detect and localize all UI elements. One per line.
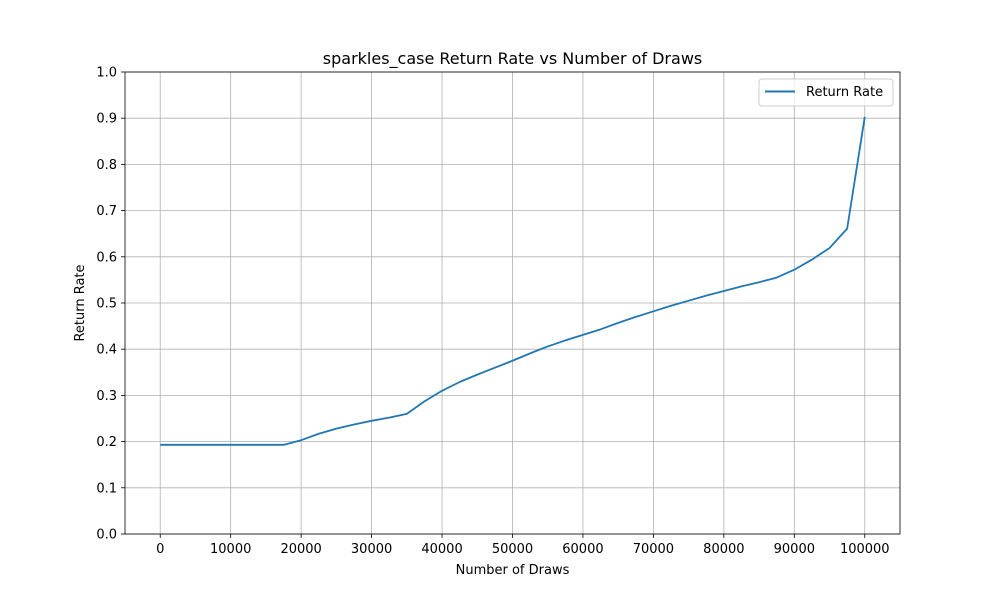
y-tick-label: 0.6 [96,250,117,265]
x-tick-label: 70000 [633,542,674,557]
axis-ticks: 0 10000 20000 30000 40000 50000 60000 70000 8000… [96,66,889,558]
x-tick-label: 10000 [210,542,251,557]
x-tick-label: 90000 [774,542,815,557]
legend-label: Return Rate [806,85,883,100]
x-tick-label: 60000 [562,542,603,557]
y-tick-label: 0.0 [96,528,117,543]
x-tick-label: 0 [156,542,164,557]
y-tick-label: 0.7 [96,204,117,219]
chart-title: sparkles_case Return Rate vs Number of D… [323,49,702,69]
y-tick-label: 0.5 [96,297,117,312]
x-tick-label: 80000 [703,542,744,557]
x-tick-label: 30000 [351,542,392,557]
y-tick-label: 1.0 [96,66,117,81]
x-tick-label: 40000 [421,542,462,557]
series-line-return-rate [160,116,866,446]
y-tick-label: 0.8 [96,158,117,173]
y-tick-label: 0.1 [96,481,117,496]
y-axis-label: Return Rate [73,264,88,341]
y-tick-label: 0.9 [96,112,117,127]
x-axis-label: Number of Draws [456,563,570,578]
x-tick-label: 20000 [280,542,321,557]
series-lines [160,116,866,446]
x-tick-label: 100000 [840,542,890,557]
y-tick-label: 0.2 [96,435,117,450]
x-tick-label: 50000 [492,542,533,557]
y-tick-label: 0.3 [96,389,117,404]
legend-box [758,78,894,107]
legend: Return Rate [758,78,894,107]
y-tick-label: 0.4 [96,343,117,358]
